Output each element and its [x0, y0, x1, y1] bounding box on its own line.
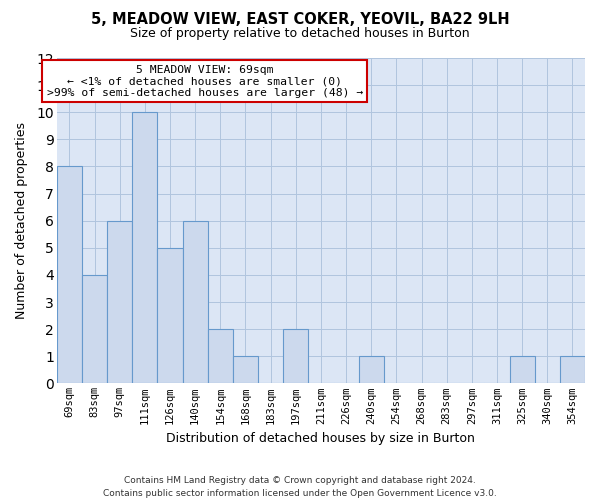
Bar: [208, 329, 233, 384]
Text: 5 MEADOW VIEW: 69sqm
← <1% of detached houses are smaller (0)
>99% of semi-detac: 5 MEADOW VIEW: 69sqm ← <1% of detached h…: [47, 64, 363, 98]
Bar: [82, 275, 107, 384]
Bar: [157, 248, 182, 384]
Bar: [359, 356, 384, 384]
Bar: [133, 112, 157, 384]
Text: 5, MEADOW VIEW, EAST COKER, YEOVIL, BA22 9LH: 5, MEADOW VIEW, EAST COKER, YEOVIL, BA22…: [91, 12, 509, 28]
Text: Size of property relative to detached houses in Burton: Size of property relative to detached ho…: [130, 28, 470, 40]
X-axis label: Distribution of detached houses by size in Burton: Distribution of detached houses by size …: [166, 432, 475, 445]
Bar: [107, 220, 133, 384]
Bar: [57, 166, 82, 384]
Bar: [182, 220, 208, 384]
Bar: [233, 356, 258, 384]
Text: Contains HM Land Registry data © Crown copyright and database right 2024.
Contai: Contains HM Land Registry data © Crown c…: [103, 476, 497, 498]
Bar: [283, 329, 308, 384]
Bar: [509, 356, 535, 384]
Bar: [560, 356, 585, 384]
Y-axis label: Number of detached properties: Number of detached properties: [15, 122, 28, 319]
